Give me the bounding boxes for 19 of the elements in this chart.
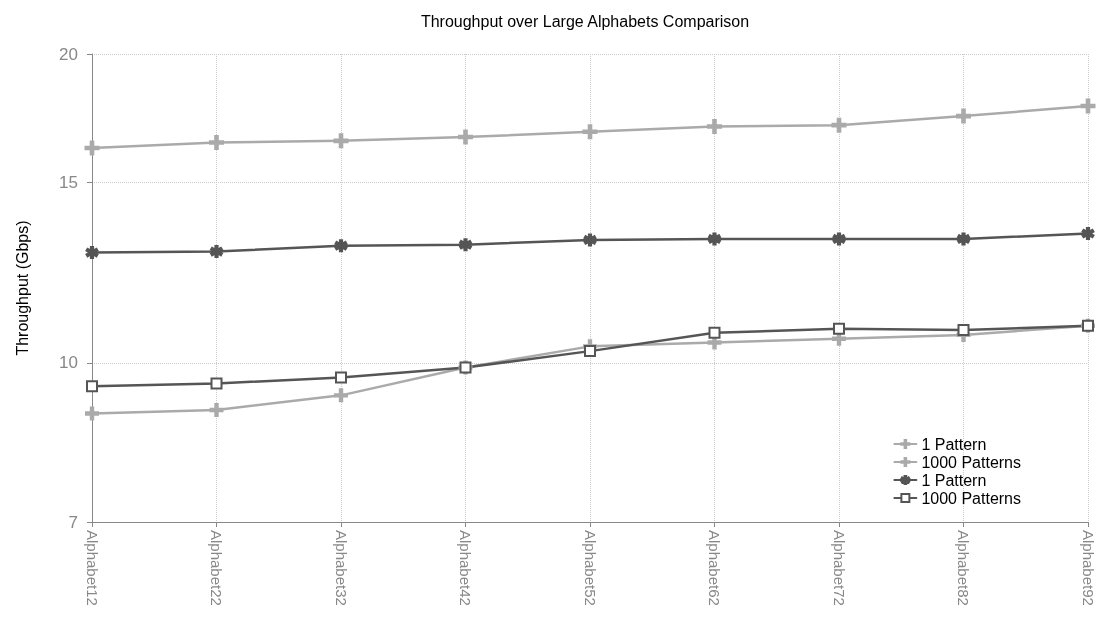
x-tick-label: Alphabet92 — [1079, 530, 1097, 606]
legend-label: 1000 Patterns — [921, 489, 1021, 507]
legend-label: 1 Pattern — [921, 471, 987, 489]
x-tick-label: Alphabet32 — [332, 530, 350, 606]
x-tick-label: Alphabet42 — [457, 530, 474, 606]
x-tick-label: Alphabet22 — [208, 530, 225, 606]
y-tick-label: 7 — [68, 512, 78, 532]
y-tick-label: 10 — [59, 353, 78, 373]
chart-title: Throughput over Large Alphabets Comparison — [420, 12, 750, 30]
y-tick-label: 15 — [59, 172, 78, 192]
x-tick-label: Alphabet12 — [83, 530, 101, 606]
x-tick-label: Alphabet52 — [581, 530, 599, 606]
x-tick-label: Alphabet62 — [706, 530, 723, 606]
x-tick-label: Alphabet82 — [955, 530, 972, 606]
y-axis-title: Throughput (Gbps) — [13, 220, 31, 356]
legend-label: 1000 Patterns — [921, 453, 1021, 471]
x-tick-label: Alphabet72 — [830, 530, 848, 606]
legend-label: 1 Pattern — [921, 435, 987, 453]
y-tick-label: 20 — [59, 44, 78, 64]
